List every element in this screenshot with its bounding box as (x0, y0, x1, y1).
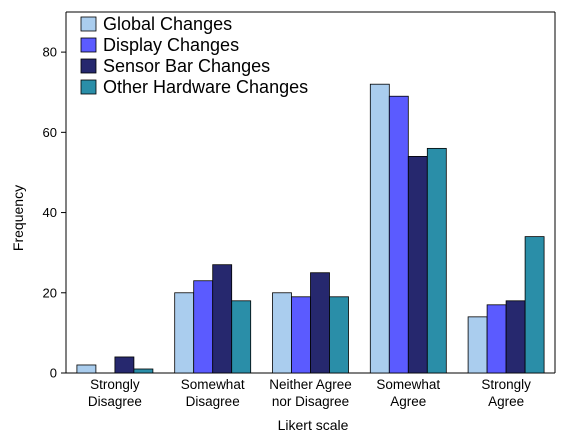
x-tick-label: Strongly Disagree (88, 377, 142, 409)
legend-label: Sensor Bar Changes (103, 56, 270, 76)
bar (310, 272, 330, 374)
x-tick-label: Somewhat Agree (376, 377, 440, 409)
bar (329, 296, 349, 374)
legend-label: Other Hardware Changes (103, 77, 308, 97)
legend-swatch (80, 16, 97, 32)
bars (76, 83, 545, 374)
x-tick-label: Somewhat Disagree (181, 377, 245, 409)
y-axis-title: Frequency (10, 185, 26, 251)
x-tick-labels: Strongly Disagree Somewhat Disagree Neither … (88, 377, 531, 409)
bar (426, 147, 447, 374)
x-tick-label: Neither Agree nor Disagree (269, 377, 352, 409)
bar (407, 155, 428, 374)
bar (388, 95, 409, 374)
y-tick-label: 0 (50, 366, 57, 381)
y-tick-label: 20 (43, 285, 57, 300)
legend-swatch (80, 58, 97, 74)
legend-swatch (80, 37, 97, 53)
legend-label: Global Changes (103, 14, 232, 34)
bar (231, 300, 252, 374)
y-tick-label: 60 (43, 125, 57, 140)
y-tick-label: 40 (43, 205, 57, 220)
bar (291, 296, 311, 374)
y-tick-label: 80 (43, 45, 57, 60)
bar (193, 280, 214, 374)
legend-swatch (80, 79, 97, 95)
bar (212, 264, 233, 374)
bar (114, 356, 135, 374)
legend-label: Display Changes (103, 35, 239, 55)
bar (505, 300, 526, 374)
bar (467, 316, 488, 374)
bar (524, 236, 545, 374)
bar (76, 364, 97, 374)
y-ticks: 0 20 40 60 80 (43, 45, 66, 381)
x-axis-title: Likert scale (278, 417, 349, 433)
bar (486, 304, 507, 374)
bar (133, 368, 154, 374)
bar (369, 83, 390, 374)
bar (174, 292, 195, 374)
bar (272, 292, 292, 374)
x-tick-label: Strongly Agree (481, 377, 531, 409)
